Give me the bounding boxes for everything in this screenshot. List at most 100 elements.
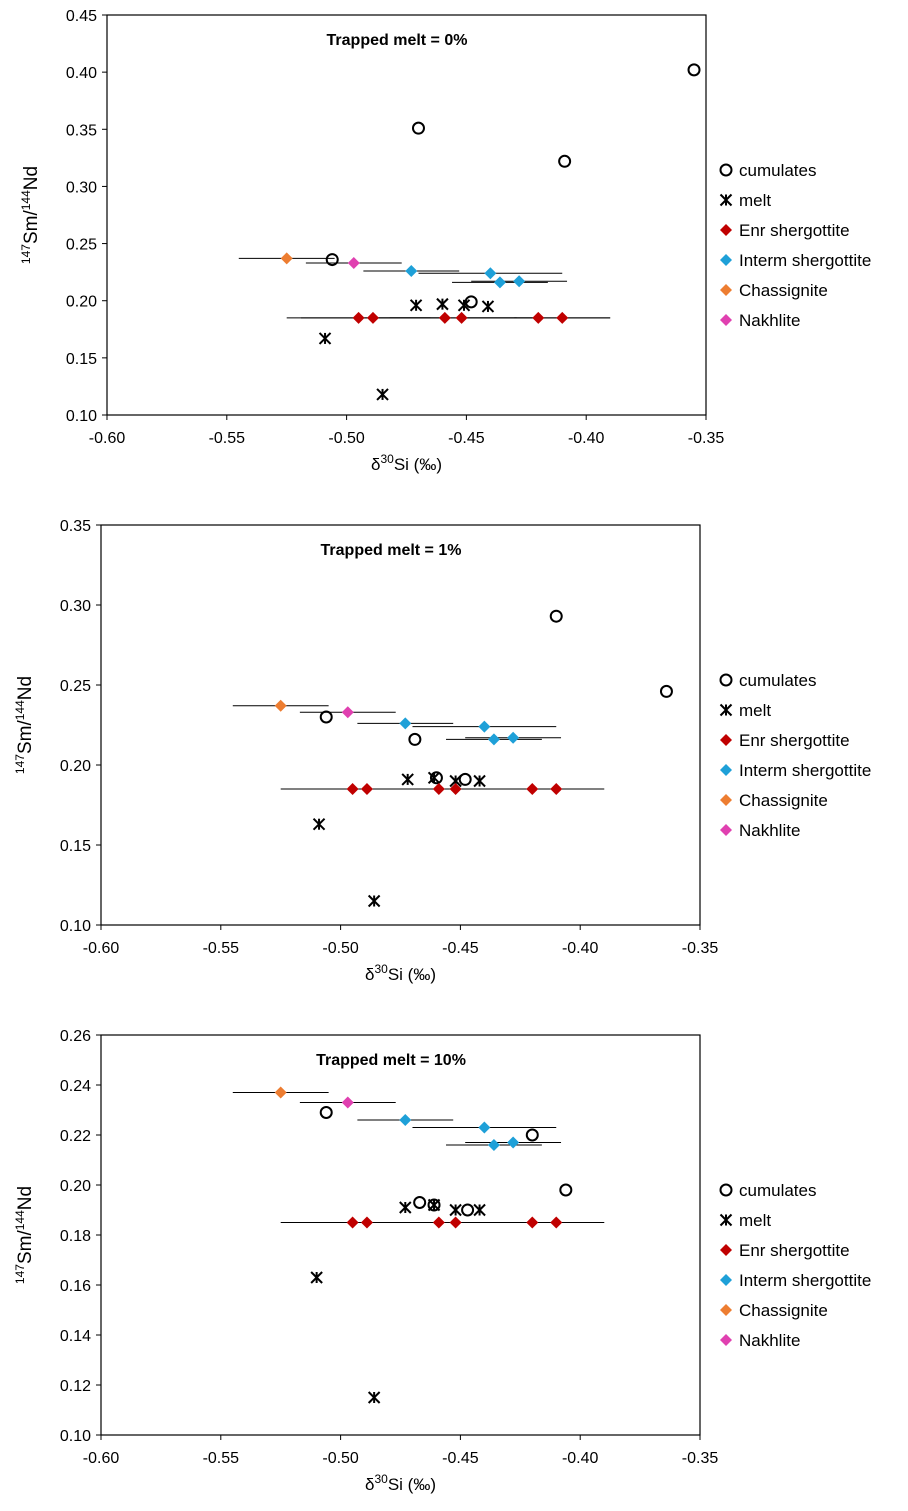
point-cumulates: [413, 1196, 427, 1209]
legend-marker-chassignite: [720, 284, 732, 296]
y-axis-label: 147Sm/144Nd: [13, 676, 36, 774]
point-melt: [367, 1391, 381, 1404]
x-tick-label: -0.50: [322, 940, 359, 957]
x-tick-label: -0.55: [203, 1450, 240, 1467]
legend-label-nakhlite: Nakhlite: [739, 821, 800, 840]
point-cumulates: [464, 295, 478, 309]
y-tick-label: 0.35: [60, 518, 91, 535]
legend-marker-cumulates: [719, 1183, 733, 1197]
y-tick-label: 0.25: [66, 237, 97, 254]
x-tick-label: -0.50: [322, 1450, 359, 1467]
legend-label-nakhlite: Nakhlite: [739, 1331, 800, 1350]
point-melt: [367, 894, 381, 908]
x-tick-label: -0.40: [562, 1450, 599, 1467]
y-tick-label: 0.15: [66, 351, 97, 368]
point-melt: [449, 1203, 462, 1217]
point-interm-shergottite: [478, 1121, 491, 1134]
point-interm-shergottite: [487, 1139, 500, 1151]
point-melt: [401, 773, 414, 786]
x-tick-label: -0.60: [83, 1450, 120, 1467]
x-tick-label: -0.45: [442, 1450, 479, 1467]
legend-label-enr-shergottite: Enr shergottite: [739, 731, 850, 750]
point-nakhlite: [341, 706, 354, 719]
point-nakhlite: [341, 1096, 354, 1109]
point-enr-shergottite: [455, 311, 468, 324]
y-tick-label: 0.18: [60, 1228, 91, 1245]
point-enr-shergottite: [438, 311, 451, 324]
chart-title: Trapped melt = 10%: [316, 1052, 466, 1069]
y-tick-label: 0.40: [66, 65, 97, 82]
point-melt: [409, 299, 423, 312]
point-cumulates: [461, 1203, 475, 1217]
legend-label-cumulates: cumulates: [739, 671, 816, 690]
legend-label-melt: melt: [739, 191, 771, 210]
legend-marker-nakhlite: [720, 824, 732, 836]
x-tick-label: -0.55: [209, 430, 246, 447]
y-tick-label: 0.10: [60, 918, 91, 935]
point-chassignite: [274, 699, 287, 712]
x-tick-label: -0.60: [83, 940, 120, 957]
chart-panel-3: 0.10 0.12 0.14 0.16 0.18 0.20 0.22 0.24 0.26 -0.6…: [13, 1028, 871, 1494]
point-interm-shergottite: [487, 733, 500, 746]
y-tick-label: 0.45: [66, 8, 97, 25]
point-interm-shergottite: [507, 731, 520, 744]
point-melt: [376, 388, 389, 401]
y-tick-label: 0.24: [60, 1078, 91, 1095]
point-interm-shergottite: [478, 720, 491, 733]
y-tick-label: 0.20: [60, 1178, 91, 1195]
legend-marker-melt: [719, 703, 733, 717]
legend-label-chassignite: Chassignite: [739, 791, 828, 810]
point-enr-shergottite: [360, 1216, 373, 1229]
point-enr-shergottite: [449, 783, 462, 795]
x-tick-label: -0.40: [562, 940, 599, 957]
point-melt: [436, 297, 449, 311]
y-tick-label: 0.20: [66, 294, 97, 311]
point-cumulates: [525, 1128, 539, 1142]
legend-marker-interm-shergottite: [720, 764, 732, 776]
legend-marker-nakhlite: [720, 314, 732, 326]
y-axis-label: 147Sm/144Nd: [13, 1186, 36, 1284]
legend-marker-enr-shergottite: [720, 734, 732, 746]
legend: cumulates melt Enr shergottite Interm sherg…: [719, 671, 871, 840]
point-interm-shergottite: [507, 1136, 520, 1149]
plot-frame: [100, 1034, 701, 1436]
y-tick-label: 0.26: [60, 1028, 91, 1045]
chart-title: Trapped melt = 1%: [321, 542, 462, 559]
y-tick-label: 0.20: [60, 758, 91, 775]
legend-label-melt: melt: [739, 1211, 771, 1230]
x-tick-label: -0.35: [682, 940, 719, 957]
y-tick-label: 0.12: [60, 1378, 91, 1395]
point-enr-shergottite: [432, 783, 445, 795]
point-cumulates: [319, 710, 333, 724]
point-enr-shergottite: [449, 1216, 462, 1229]
y-tick-label: 0.25: [60, 678, 91, 695]
legend-label-cumulates: cumulates: [739, 161, 816, 180]
legend-label-interm-shergottite: Interm shergottite: [739, 251, 871, 270]
point-enr-shergottite: [360, 783, 373, 795]
legend: cumulates melt Enr shergottite Interm sherg…: [719, 161, 871, 330]
legend-label-melt: melt: [739, 701, 771, 720]
point-interm-shergottite: [399, 717, 412, 730]
legend-marker-enr-shergottite: [720, 1244, 732, 1256]
point-interm-shergottite: [493, 276, 506, 289]
point-interm-shergottite: [399, 1114, 412, 1126]
point-enr-shergottite: [526, 1216, 539, 1229]
legend-marker-cumulates: [719, 163, 733, 177]
legend-label-enr-shergottite: Enr shergottite: [739, 1241, 850, 1260]
point-melt: [473, 774, 486, 788]
point-nakhlite: [347, 257, 360, 269]
legend-marker-melt: [719, 193, 733, 207]
x-tick-label: -0.45: [442, 940, 479, 957]
legend-marker-interm-shergottite: [720, 1274, 732, 1286]
point-melt: [312, 817, 326, 831]
x-tick-label: -0.40: [568, 430, 605, 447]
point-melt: [318, 332, 332, 345]
legend-label-interm-shergottite: Interm shergottite: [739, 761, 871, 780]
point-cumulates: [659, 684, 673, 698]
point-enr-shergottite: [550, 1216, 563, 1229]
y-tick-label: 0.22: [60, 1128, 91, 1145]
point-melt: [473, 1203, 486, 1217]
chart-panel-2: 0.10 0.15 0.20 0.25 0.30 0.35 -0.60 -0.55 -0.50 -…: [13, 518, 871, 984]
point-cumulates: [408, 732, 422, 746]
